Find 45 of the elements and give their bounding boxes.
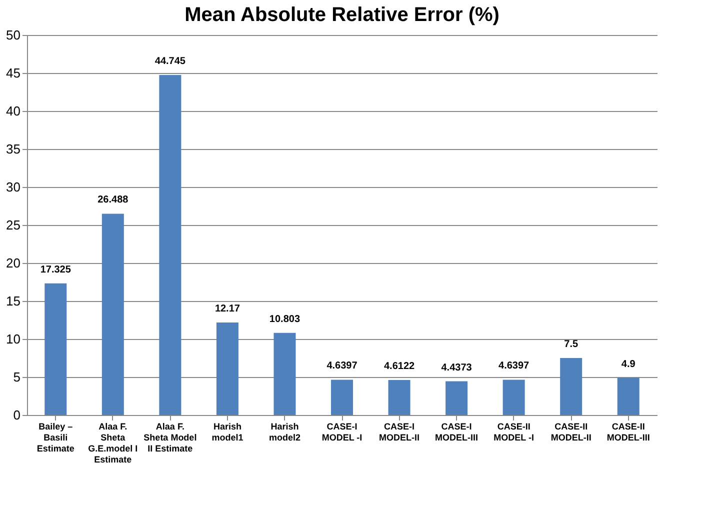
y-tick-label: 45	[6, 66, 20, 80]
bar	[44, 283, 67, 415]
data-label: 4.6397	[498, 360, 530, 372]
x-tick-label: Harish model2	[268, 422, 300, 442]
data-label: 44.745	[154, 56, 186, 67]
x-tick-label: CASE-I MODEL-III	[435, 422, 478, 442]
data-label: 4.6122	[384, 360, 415, 372]
y-tick-label: 25	[6, 218, 20, 232]
data-label: 4.6397	[326, 360, 358, 372]
bar	[102, 214, 124, 415]
y-tick-label: 15	[6, 294, 20, 308]
bar	[388, 380, 410, 415]
x-tick-label: Bailey – Basili Estimate	[36, 422, 74, 454]
x-tick-label: CASE-I MODEL -I	[322, 422, 362, 442]
y-tick-label: 50	[6, 28, 20, 42]
bar	[560, 358, 582, 415]
x-tick-label: Harish model1	[212, 422, 244, 442]
bar	[331, 380, 353, 415]
data-label: 4.9	[621, 358, 636, 370]
data-label: 17.325	[40, 264, 72, 276]
x-tick-label: CASE-II MODEL -I	[494, 422, 534, 442]
data-label: 10.803	[269, 314, 300, 325]
y-tick-label: 20	[6, 256, 20, 270]
x-tick-label: CASE-II MODEL-III	[606, 422, 650, 442]
y-tick-label: 0	[13, 408, 20, 422]
chart-title: Mean Absolute Relative Error (%)	[184, 4, 500, 26]
bar	[502, 380, 525, 415]
x-tick-label: CASE-II MODEL-II	[550, 422, 592, 442]
bar	[274, 332, 296, 415]
bar	[216, 322, 238, 415]
y-tick-label: 10	[6, 332, 20, 346]
x-tick-label: Alaa F. Sheta G.E.model I Estimate	[88, 422, 138, 464]
y-tick-label: 40	[6, 104, 20, 118]
x-tick-label: Alaa F. Sheta Model II Estimate	[144, 422, 197, 454]
data-label: 26.488	[98, 194, 129, 206]
bar	[617, 378, 640, 415]
data-label: 12.17	[214, 304, 240, 315]
data-label: 4.4373	[441, 362, 472, 374]
bar	[159, 74, 182, 415]
bar	[446, 381, 468, 415]
x-tick-label: CASE-I MODEL-II	[379, 422, 420, 442]
y-tick-label: 30	[6, 180, 20, 194]
data-label: 7.5	[564, 339, 578, 350]
y-tick-label: 5	[13, 370, 20, 384]
y-tick-label: 35	[6, 142, 20, 156]
